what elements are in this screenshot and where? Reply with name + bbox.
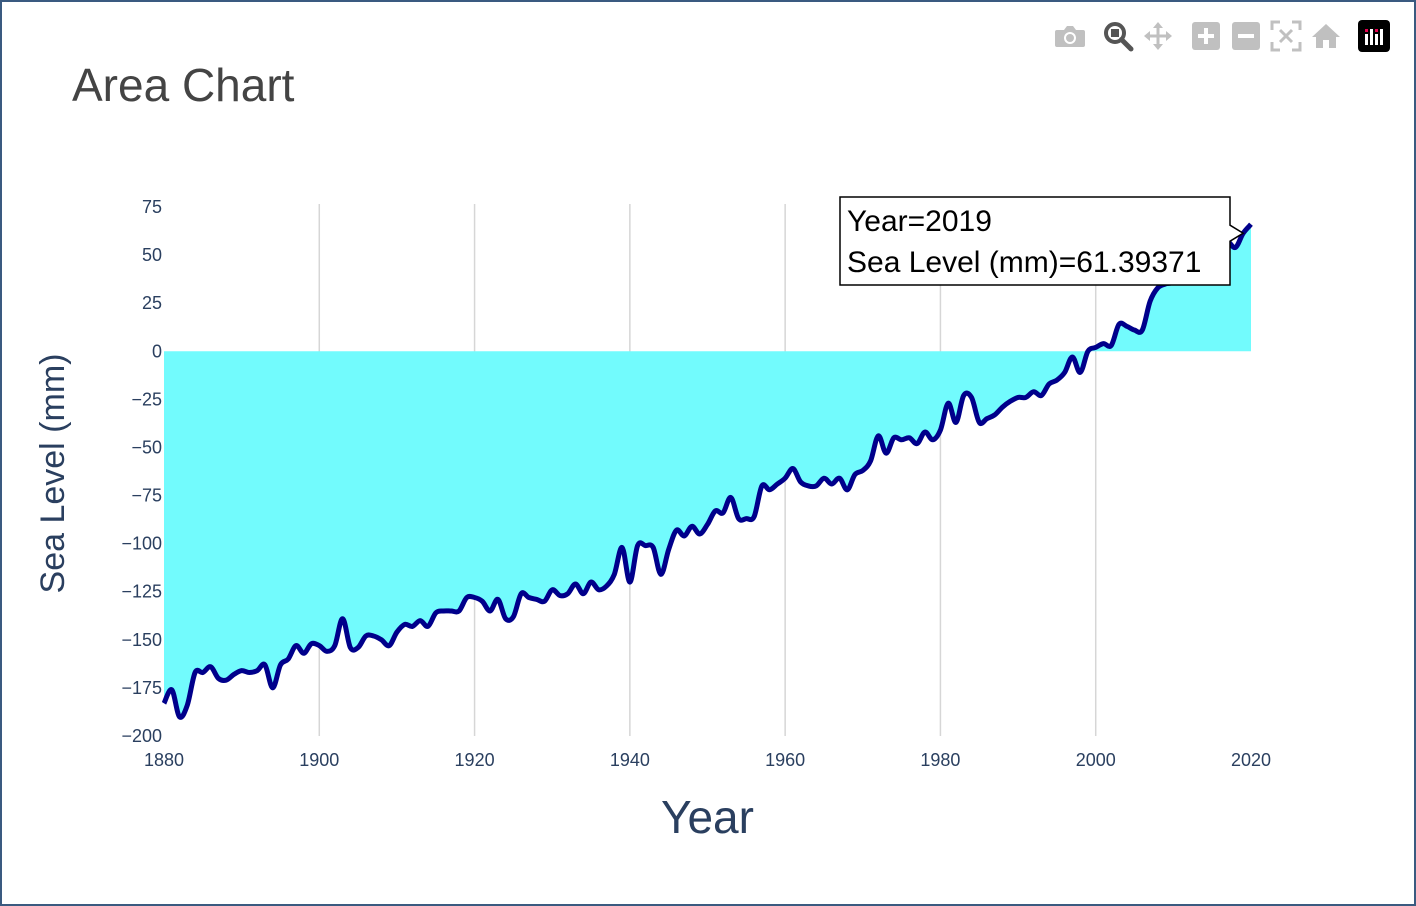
y-tick-label: −75 bbox=[131, 486, 162, 506]
y-tick-label: 50 bbox=[142, 245, 162, 265]
series-line[interactable] bbox=[161, 222, 1253, 720]
area-fill bbox=[164, 224, 1251, 718]
x-tick-label: 1960 bbox=[765, 750, 805, 770]
hover-label: Year=2019 Sea Level (mm)=61.39371 bbox=[839, 196, 1245, 286]
y-tick-label: −50 bbox=[131, 437, 162, 457]
y-tick-label: 25 bbox=[142, 293, 162, 313]
x-tick-label: 1980 bbox=[920, 750, 960, 770]
y-tick-label: −200 bbox=[121, 726, 162, 746]
x-tick-label: 2000 bbox=[1076, 750, 1116, 770]
home-icon[interactable] bbox=[1306, 18, 1346, 54]
plotly-logo-icon[interactable] bbox=[1354, 18, 1394, 54]
zoom-in-icon[interactable] bbox=[1186, 18, 1226, 54]
modebar bbox=[1050, 18, 1394, 54]
x-tick-label: 1920 bbox=[455, 750, 495, 770]
hover-box bbox=[839, 196, 1245, 286]
camera-icon[interactable] bbox=[1050, 18, 1090, 54]
y-axis-title: Sea Level (mm) bbox=[34, 354, 72, 594]
y-tick-label: 75 bbox=[142, 197, 162, 217]
zoom-out-icon[interactable] bbox=[1226, 18, 1266, 54]
pan-icon[interactable] bbox=[1138, 18, 1178, 54]
chart-title: Area Chart bbox=[72, 59, 295, 111]
x-axis-ticks: 1880 1900 1920 1940 1960 1980 2000 2020 bbox=[144, 750, 1271, 770]
hover-line-2: Sea Level (mm)=61.39371 bbox=[847, 246, 1201, 279]
y-tick-label: 0 bbox=[152, 341, 162, 361]
zoom-icon[interactable] bbox=[1098, 18, 1138, 54]
x-axis-title: Year bbox=[661, 791, 754, 843]
autoscale-icon[interactable] bbox=[1266, 18, 1306, 54]
x-tick-label: 1900 bbox=[299, 750, 339, 770]
y-tick-label: −25 bbox=[131, 389, 162, 409]
y-axis-ticks: 75 50 25 0 −25 −50 −75 −100 −125 −150 −175 −200 bbox=[121, 197, 162, 746]
hover-line-1: Year=2019 bbox=[847, 205, 992, 238]
x-tick-label: 1940 bbox=[610, 750, 650, 770]
y-tick-label: −125 bbox=[121, 582, 162, 602]
y-tick-label: −100 bbox=[121, 534, 162, 554]
x-tick-label: 1880 bbox=[144, 750, 184, 770]
y-tick-label: −175 bbox=[121, 678, 162, 698]
y-tick-label: −150 bbox=[121, 630, 162, 650]
x-tick-label: 2020 bbox=[1231, 750, 1271, 770]
